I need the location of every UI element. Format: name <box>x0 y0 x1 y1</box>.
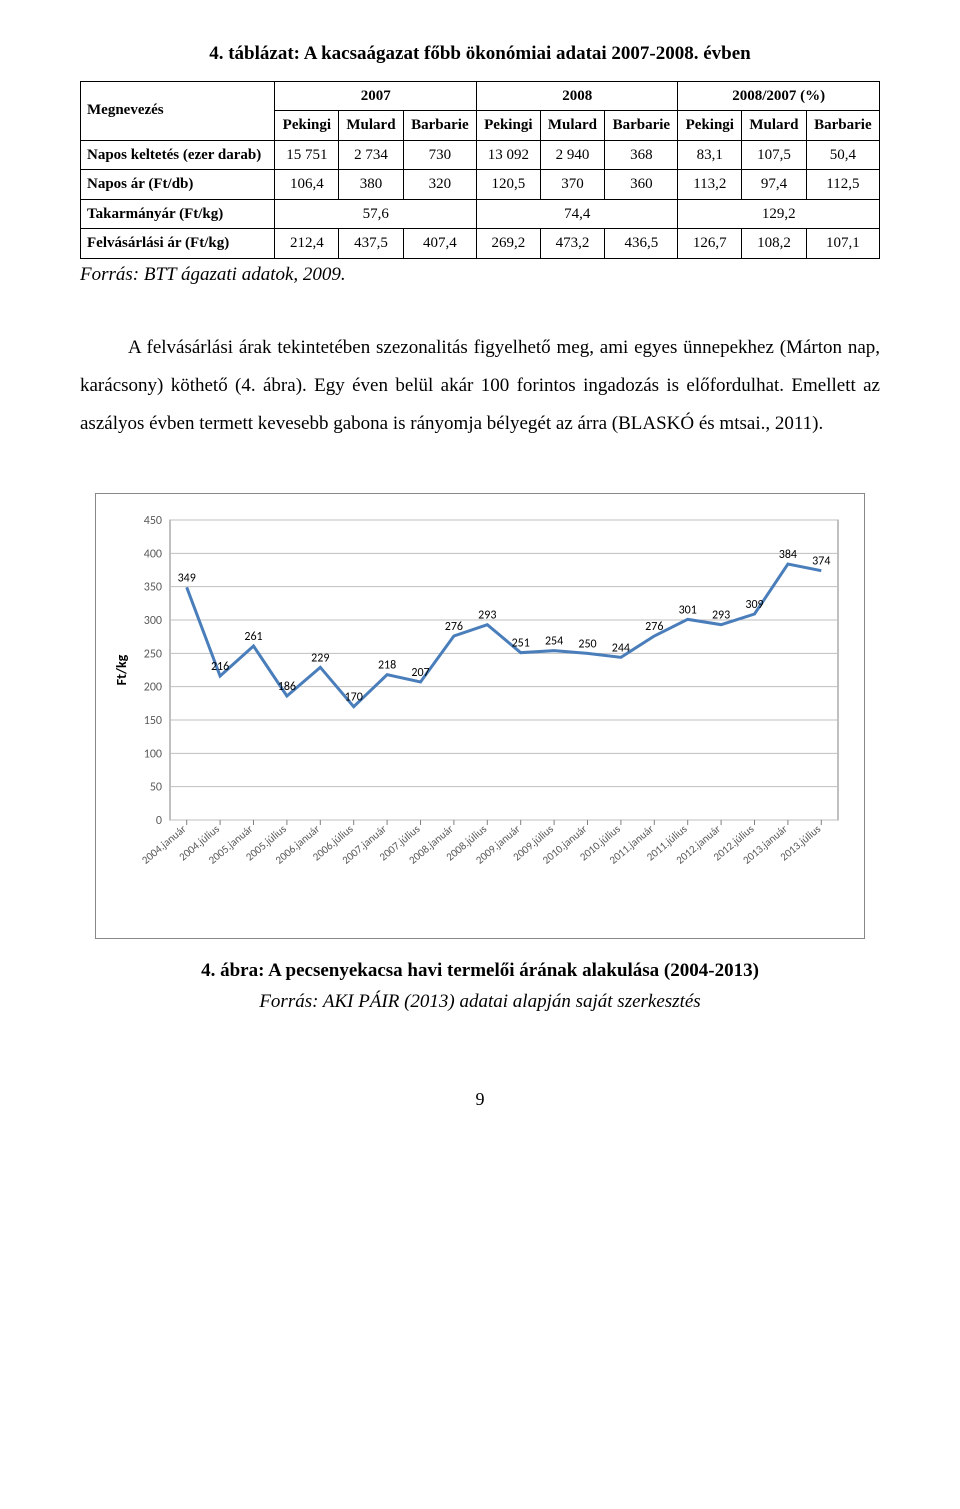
table-cell: 370 <box>540 170 605 200</box>
subcol: Mulard <box>540 111 605 141</box>
table-row: Felvásárlási ár (Ft/kg)212,4437,5407,426… <box>81 229 880 259</box>
svg-text:100: 100 <box>144 747 162 761</box>
svg-text:301: 301 <box>679 603 697 617</box>
subcol: Pekingi <box>678 111 742 141</box>
svg-text:0: 0 <box>156 814 162 828</box>
svg-text:450: 450 <box>144 514 162 528</box>
table-cell: 437,5 <box>339 229 404 259</box>
svg-text:276: 276 <box>645 620 663 634</box>
table-cell: 13 092 <box>476 140 540 170</box>
table-cell: 269,2 <box>476 229 540 259</box>
table-cell: 407,4 <box>403 229 476 259</box>
table-cell: 368 <box>605 140 678 170</box>
col-ratio: 2008/2007 (%) <box>678 81 880 111</box>
table-body: Napos keltetés (ezer darab)15 7512 73473… <box>81 140 880 258</box>
svg-text:400: 400 <box>144 547 162 561</box>
table-cell: 212,4 <box>275 229 339 259</box>
chart-svg: 0 50 100 150 200 250 300 350 400 450 Ft/kg 349 216 26… <box>110 510 850 930</box>
svg-text:350: 350 <box>144 581 162 595</box>
table-cell: 83,1 <box>678 140 742 170</box>
svg-text:309: 309 <box>745 598 763 612</box>
table-cell: 107,5 <box>742 140 807 170</box>
subcol: Barbarie <box>806 111 879 141</box>
figure-source: Forrás: AKI PÁIR (2013) adatai alapján s… <box>80 988 880 1017</box>
table-cell: 380 <box>339 170 404 200</box>
subcol: Mulard <box>742 111 807 141</box>
table-cell: 107,1 <box>806 229 879 259</box>
table-source: Forrás: BTT ágazati adatok, 2009. <box>80 261 880 290</box>
svg-text:250: 250 <box>578 637 596 651</box>
table-cell: 2 940 <box>540 140 605 170</box>
svg-text:276: 276 <box>445 620 463 634</box>
table-title: 4. táblázat: A kacsaágazat főbb ökonómia… <box>80 40 880 69</box>
table-cell: 120,5 <box>476 170 540 200</box>
table-row: Takarmányár (Ft/kg)57,674,4129,2 <box>81 199 880 229</box>
table-cell: 730 <box>403 140 476 170</box>
page-number: 9 <box>80 1086 880 1113</box>
body-paragraph: A felvásárlási árak tekintetében szezona… <box>80 329 880 443</box>
svg-text:261: 261 <box>244 630 262 644</box>
figure-caption: 4. ábra: A pecsenyekacsa havi termelői á… <box>80 957 880 986</box>
svg-text:170: 170 <box>345 691 363 705</box>
table-cell: 2 734 <box>339 140 404 170</box>
subcol: Pekingi <box>275 111 339 141</box>
svg-text:244: 244 <box>612 641 630 655</box>
table-cell: 57,6 <box>275 199 476 229</box>
svg-text:250: 250 <box>144 647 162 661</box>
table-cell: 112,5 <box>806 170 879 200</box>
table-row: Napos ár (Ft/db)106,4380320120,537036011… <box>81 170 880 200</box>
table-cell: 108,2 <box>742 229 807 259</box>
table-cell: 129,2 <box>678 199 880 229</box>
subcol: Barbarie <box>605 111 678 141</box>
subcol: Pekingi <box>476 111 540 141</box>
table-cell: 473,2 <box>540 229 605 259</box>
price-chart: 0 50 100 150 200 250 300 350 400 450 Ft/kg 349 216 26… <box>95 493 865 939</box>
table-cell: 360 <box>605 170 678 200</box>
economic-table: Megnevezés 2007 2008 2008/2007 (%) Pekin… <box>80 81 880 259</box>
row-label: Napos ár (Ft/db) <box>81 170 275 200</box>
svg-text:251: 251 <box>512 637 530 651</box>
table-cell: 113,2 <box>678 170 742 200</box>
table-cell: 436,5 <box>605 229 678 259</box>
body-paragraph-text: A felvásárlási árak tekintetében szezona… <box>80 337 880 434</box>
svg-text:384: 384 <box>779 548 797 562</box>
col-2007: 2007 <box>275 81 476 111</box>
svg-text:200: 200 <box>144 681 162 695</box>
svg-text:300: 300 <box>144 614 162 628</box>
svg-text:293: 293 <box>478 609 496 623</box>
subcol: Mulard <box>339 111 404 141</box>
table-cell: 97,4 <box>742 170 807 200</box>
svg-text:50: 50 <box>150 781 162 795</box>
svg-text:254: 254 <box>545 635 563 649</box>
svg-text:186: 186 <box>278 680 296 694</box>
svg-text:207: 207 <box>411 666 429 680</box>
row-label: Felvásárlási ár (Ft/kg) <box>81 229 275 259</box>
svg-text:374: 374 <box>812 555 830 569</box>
svg-text:349: 349 <box>178 571 196 585</box>
svg-text:293: 293 <box>712 609 730 623</box>
svg-text:Ft/kg: Ft/kg <box>113 654 130 685</box>
table-cell: 74,4 <box>476 199 677 229</box>
svg-text:229: 229 <box>311 651 329 665</box>
table-cell: 15 751 <box>275 140 339 170</box>
col-megnevezes: Megnevezés <box>81 81 275 140</box>
table-cell: 50,4 <box>806 140 879 170</box>
row-label: Takarmányár (Ft/kg) <box>81 199 275 229</box>
table-row: Napos keltetés (ezer darab)15 7512 73473… <box>81 140 880 170</box>
subcol: Barbarie <box>403 111 476 141</box>
table-cell: 320 <box>403 170 476 200</box>
table-cell: 106,4 <box>275 170 339 200</box>
svg-text:218: 218 <box>378 659 396 673</box>
svg-text:216: 216 <box>211 660 229 674</box>
col-2008: 2008 <box>476 81 677 111</box>
row-label: Napos keltetés (ezer darab) <box>81 140 275 170</box>
table-cell: 126,7 <box>678 229 742 259</box>
svg-text:150: 150 <box>144 714 162 728</box>
